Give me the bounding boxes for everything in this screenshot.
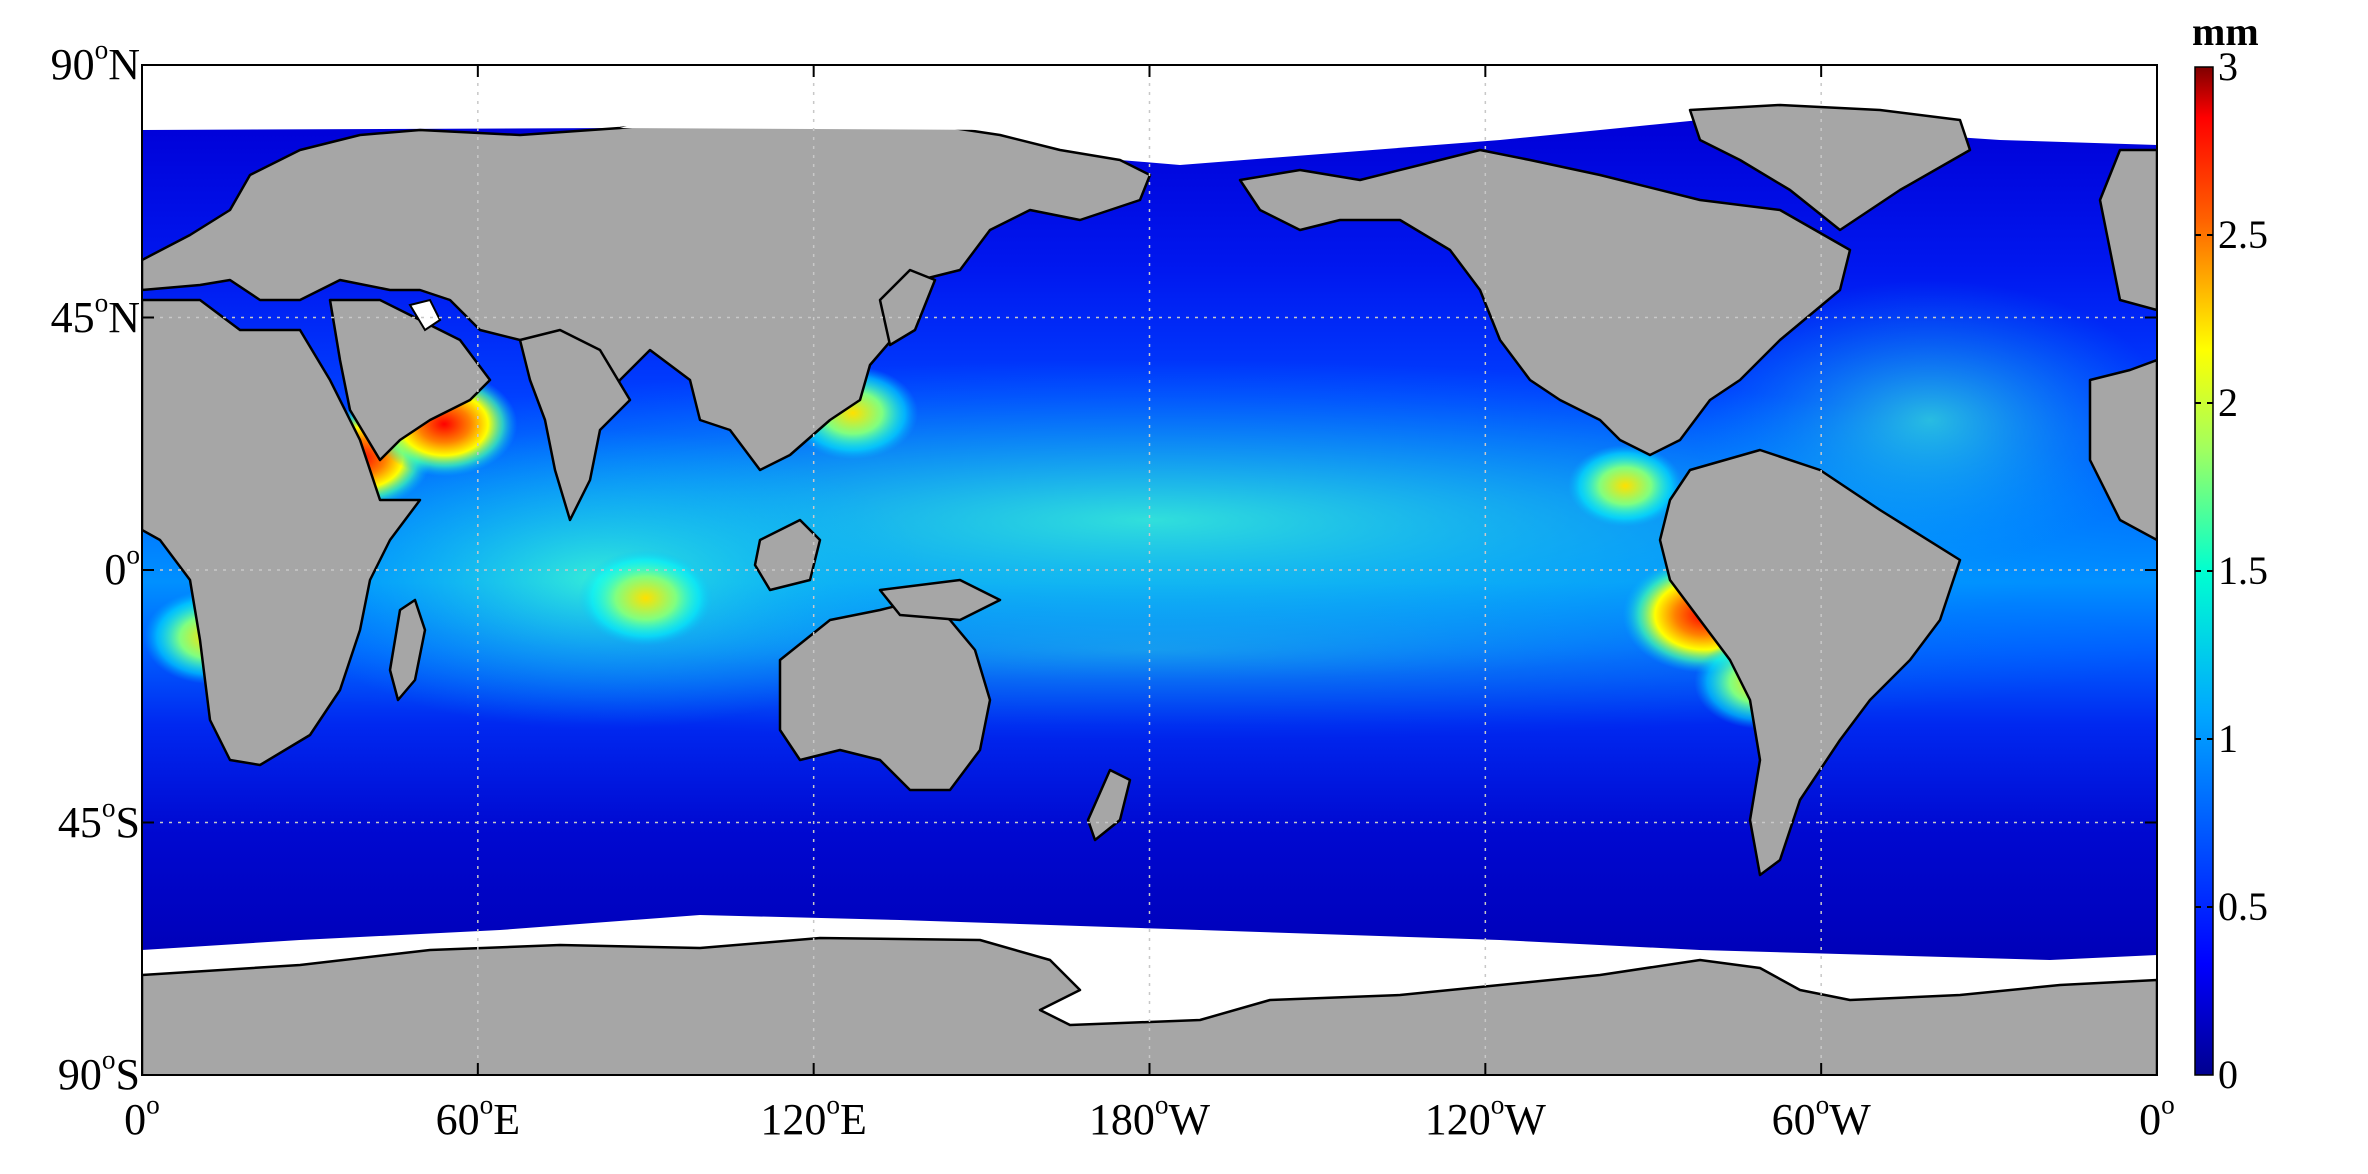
colorbar-tick-label: 0.5 bbox=[2218, 884, 2268, 929]
eurasia bbox=[142, 113, 1152, 472]
colorbar-tick-label: 1 bbox=[2218, 716, 2238, 761]
arctic-no-data-1 bbox=[620, 108, 1160, 150]
colorbar-tick-label: 0 bbox=[2218, 1052, 2238, 1097]
caspian-sea bbox=[408, 298, 442, 332]
colorbar-tick-label: 1.5 bbox=[2218, 548, 2268, 593]
x-tick-label: 60oW bbox=[1771, 1089, 1871, 1144]
y-tick-label: 90oN bbox=[50, 34, 140, 89]
colorbar-tick-label: 3 bbox=[2218, 44, 2238, 89]
south-america bbox=[1658, 448, 1962, 877]
western-europe-right bbox=[2098, 148, 2157, 312]
borneo bbox=[753, 518, 822, 592]
x-tick-label: 120oW bbox=[1424, 1089, 1546, 1144]
colorbar-tick-label: 2 bbox=[2218, 380, 2238, 425]
x-tick-label: 60oE bbox=[435, 1089, 521, 1144]
map-tick-marks bbox=[141, 64, 2158, 1076]
madagascar bbox=[388, 598, 427, 702]
africa bbox=[142, 298, 422, 767]
x-tick-label: 120oE bbox=[760, 1089, 867, 1144]
y-tick-label: 45oN bbox=[50, 287, 140, 342]
y-tick-label: 45oS bbox=[57, 792, 140, 847]
india bbox=[518, 328, 632, 522]
west-africa-right bbox=[2088, 358, 2157, 542]
hotspot-eastern-tropical-pacific bbox=[1567, 444, 1683, 527]
no-data-layer bbox=[408, 108, 1160, 332]
colorbar-tick-marks bbox=[2195, 234, 2213, 908]
land-layer bbox=[142, 103, 2157, 1075]
new-guinea bbox=[878, 578, 1002, 622]
map-grid bbox=[142, 65, 2157, 1075]
colorbar-unit: mm bbox=[2192, 9, 2259, 54]
north-america bbox=[1238, 148, 1852, 457]
japan bbox=[878, 268, 937, 347]
colorbar-tick-label: 2.5 bbox=[2218, 212, 2268, 257]
greenland bbox=[1688, 103, 1972, 232]
arabia bbox=[328, 298, 492, 462]
x-tick-label: 180oW bbox=[1088, 1089, 1211, 1144]
x-tick-label: 0o bbox=[124, 1089, 160, 1144]
hotspot-central-indian-ocean bbox=[578, 550, 713, 647]
antarctica bbox=[142, 936, 2157, 1075]
y-tick-label: 90oS bbox=[57, 1044, 140, 1099]
y-tick-label: 0o bbox=[104, 539, 140, 594]
x-tick-label: 0o bbox=[2139, 1089, 2175, 1144]
